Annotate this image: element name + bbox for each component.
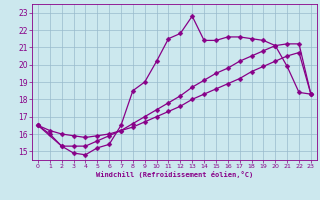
X-axis label: Windchill (Refroidissement éolien,°C): Windchill (Refroidissement éolien,°C) — [96, 171, 253, 178]
